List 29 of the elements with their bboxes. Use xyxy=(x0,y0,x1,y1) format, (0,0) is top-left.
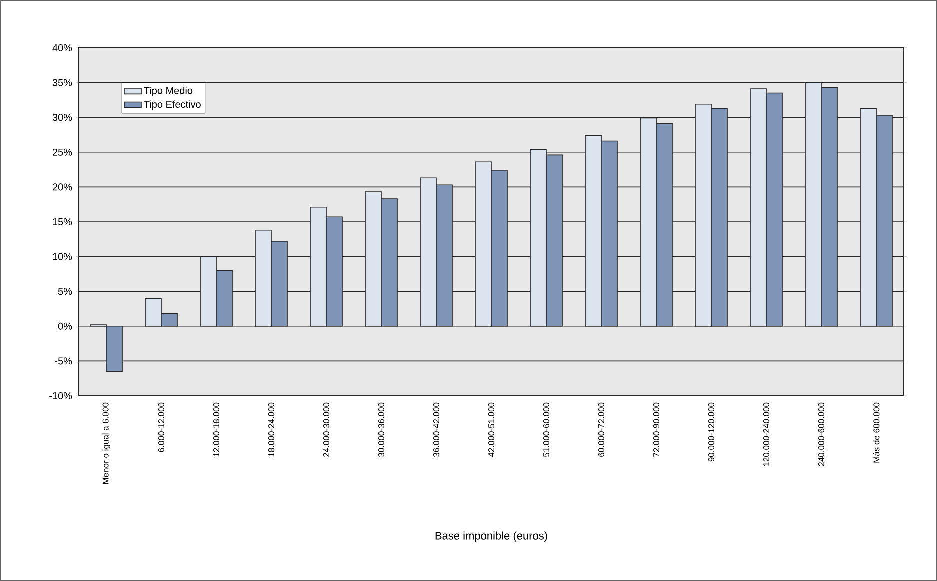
y-tick-label: 20% xyxy=(52,184,72,191)
x-tick-label: 30.000-36.000 xyxy=(378,402,385,458)
y-tick-label: 0% xyxy=(58,322,72,330)
x-tick-label: 120.000-240.000 xyxy=(764,402,770,466)
x-tick-label: 6.000-12.000 xyxy=(158,402,165,452)
y-tick-label: -5% xyxy=(55,358,72,365)
y-tick-label: 5% xyxy=(58,288,72,296)
y-tick-label: 25% xyxy=(52,148,72,156)
x-tick-label: 12.000-18.000 xyxy=(214,402,220,457)
x-tick-label: 51.000-60.000 xyxy=(544,402,550,457)
x-tick-label: 90.000-120.000 xyxy=(708,402,715,462)
legend-label: Tipo Medio xyxy=(144,86,193,96)
y-tick-label: 10% xyxy=(53,253,72,260)
y-tick-label: 15% xyxy=(53,218,72,226)
y-tick-label: -10% xyxy=(50,392,72,400)
x-tick-label: 240.000-600.000 xyxy=(818,402,825,466)
x-tick-label: 42.000-51.000 xyxy=(488,402,495,458)
x-axis-title: Base imponible (euros) xyxy=(436,532,548,542)
x-tick-label: Menor o igual a 6.000 xyxy=(102,402,110,484)
x-tick-label: 18.000-24.000 xyxy=(268,402,275,457)
x-tick-label: 36.000-42.000 xyxy=(434,402,440,458)
x-tick-label: 72.000-90.000 xyxy=(654,402,660,457)
x-tick-label: 24.000-30.000 xyxy=(324,402,330,457)
y-tick-label: 30% xyxy=(52,114,72,122)
y-tick-label: 35% xyxy=(52,79,72,86)
y-tick-label: 40% xyxy=(52,44,72,52)
x-tick-label: Más de 600.000 xyxy=(873,402,880,463)
legend-label: Tipo Efectivo xyxy=(144,100,201,110)
x-tick-label: 60.000-72.000 xyxy=(598,402,605,457)
